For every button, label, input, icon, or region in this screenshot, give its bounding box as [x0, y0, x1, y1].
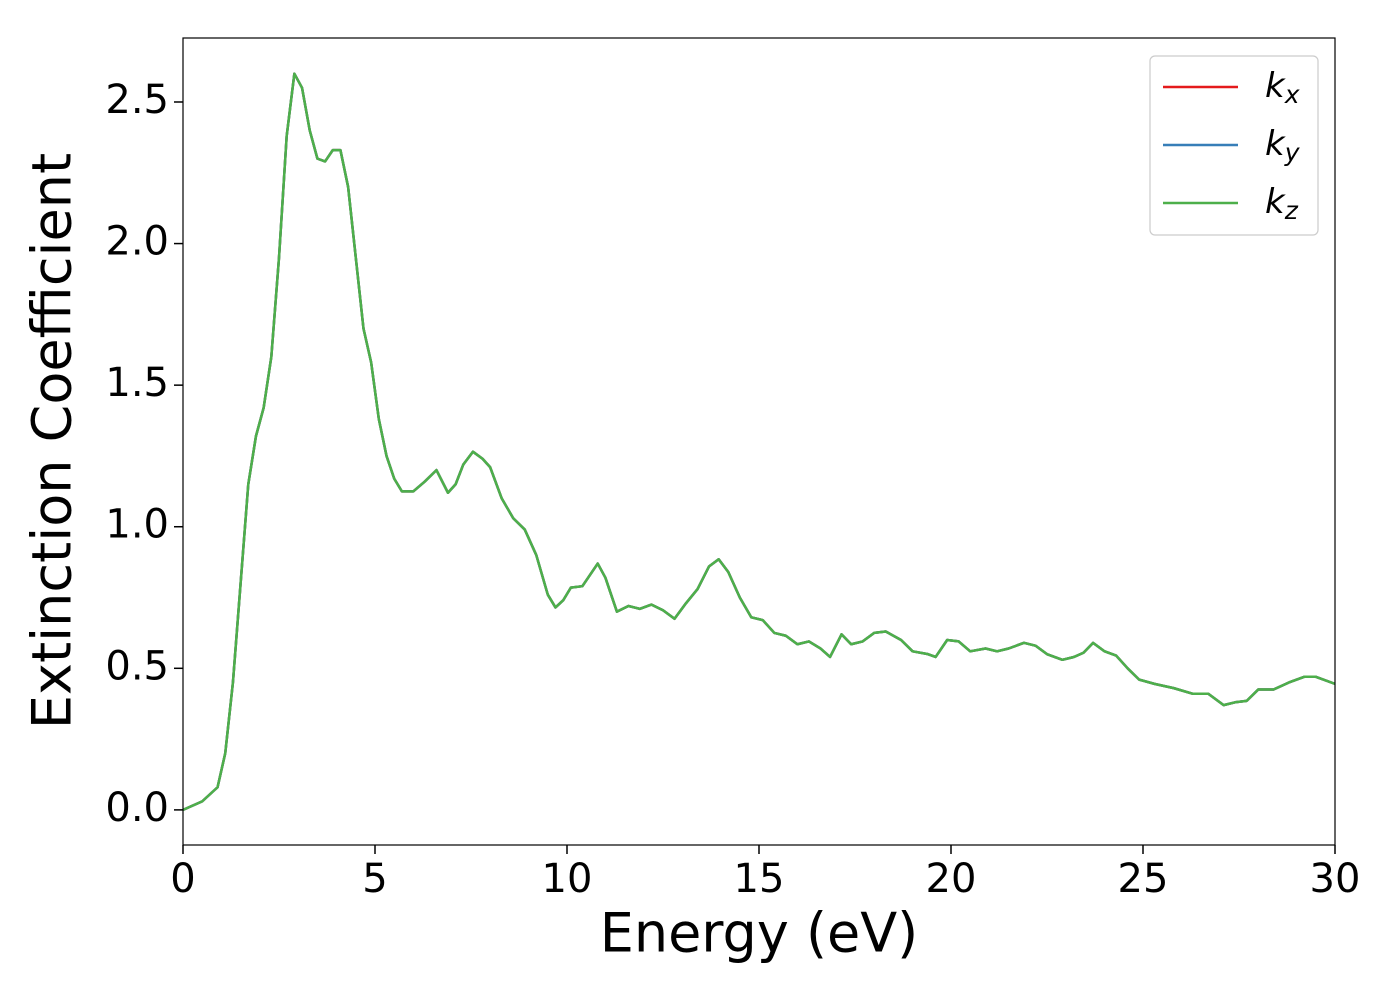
x-tick-label: 5 — [362, 856, 387, 902]
y-tick-label: 2.5 — [105, 77, 169, 123]
x-tick-label: 10 — [542, 856, 593, 902]
x-axis-label: Energy (eV) — [600, 902, 919, 965]
x-tick-label: 25 — [1118, 856, 1169, 902]
x-tick-label: 0 — [170, 856, 195, 902]
plot-frame — [182, 37, 1336, 846]
series-line — [182, 72, 1336, 812]
x-tick-label: 30 — [1310, 856, 1361, 902]
y-tick-label: 1.0 — [105, 502, 169, 548]
legend-label: kz — [1265, 182, 1299, 226]
y-tick-label: 1.5 — [105, 360, 169, 406]
x-tick-label: 15 — [734, 856, 785, 902]
legend-label: ky — [1265, 124, 1301, 168]
x-tick-label: 20 — [926, 856, 977, 902]
y-tick-label: 0.0 — [105, 785, 169, 831]
legend-label: kx — [1265, 66, 1300, 110]
y-axis-label: Extinction Coefficient — [21, 153, 84, 729]
y-tick-label: 0.5 — [105, 643, 169, 689]
y-tick-label: 2.0 — [105, 219, 169, 265]
